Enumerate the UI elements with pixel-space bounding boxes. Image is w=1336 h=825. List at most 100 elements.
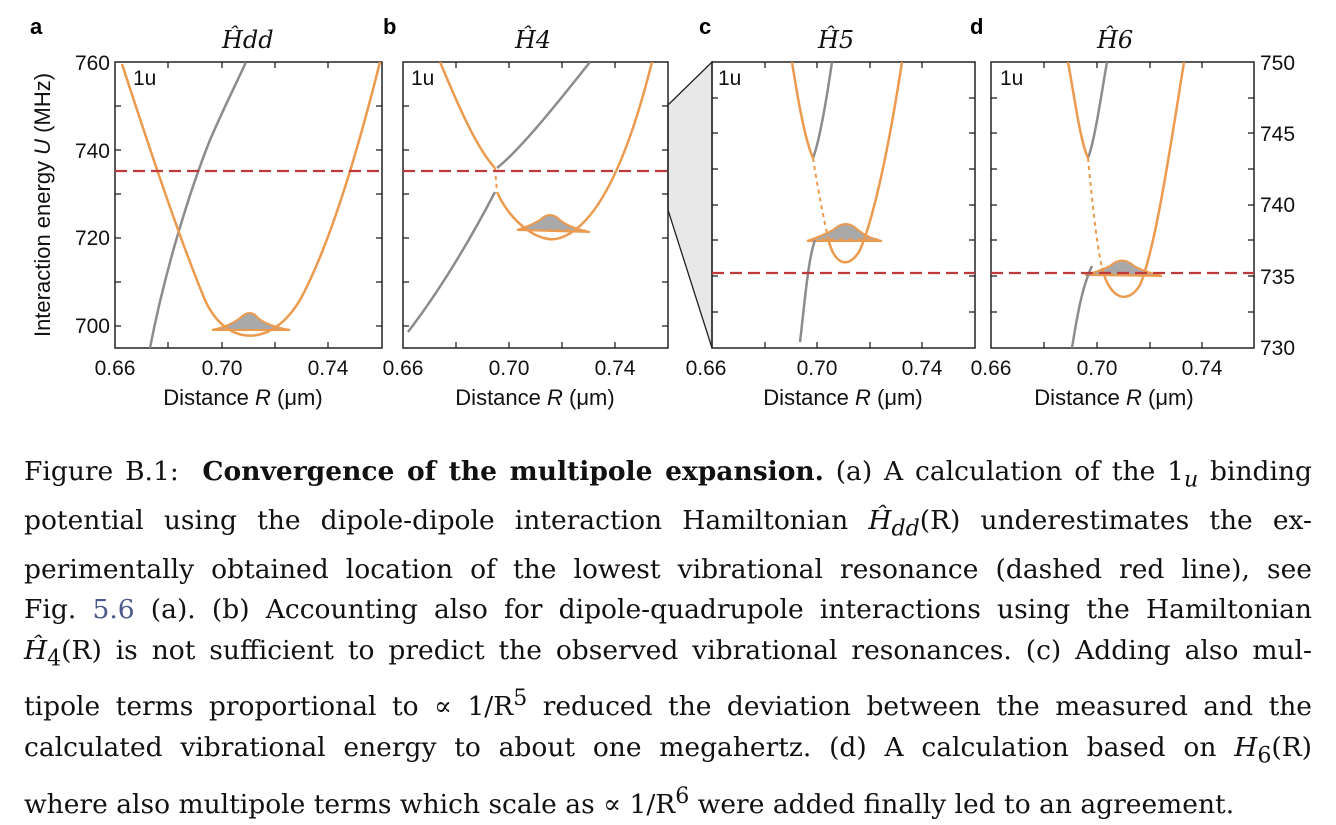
caption-text: (R) [1271,731,1312,763]
caption-line-5: Ĥ4(R) is not sufficient to predict the o… [24,631,1312,680]
caption-text: (a) A calculation of the 1 [835,456,1184,487]
panel-a [114,61,383,349]
x-ticks-d: 0.66 0.70 0.74 [971,357,1223,380]
caption-text: potential using the dipole-dipole intera… [24,504,869,536]
xtick: 0.70 [1077,357,1118,380]
caption-symbol: Ĥ [24,634,48,666]
caption-text: where also multipole terms which scale a… [24,788,676,820]
panel-b [402,61,669,349]
caption-line-1: Figure B.1: Convergence of the multipole… [24,452,1312,501]
curves-b [403,62,668,333]
xtick: 0.66 [383,357,424,380]
xtick: 0.70 [797,357,838,380]
right-axis: 750 745 740 735 730 [1260,52,1295,360]
xtick: 0.74 [308,357,349,380]
caption-line-2: potential using the dipole-dipole intera… [24,501,1312,550]
caption-text: reduced the deviation between the measur… [527,691,1312,723]
panel-title-b: Ĥ4 [514,25,551,54]
panel-letter-d: d [970,14,983,39]
potential-b-right [495,62,654,241]
other-curve-d-lower [1070,265,1094,348]
caption-line-8: where also multipole terms which scale a… [24,777,1312,825]
tick-marks [115,62,1254,348]
other-curve-c-upper [811,62,834,159]
caption-text: tipole terms proportional to ∝ 1/R [24,691,514,723]
caption-subscript: 6 [1257,743,1272,769]
caption-symbol: H [1234,731,1258,763]
left-axis: 760 740 720 700 Interaction energy U (MH… [30,52,110,338]
figure-caption: Figure B.1: Convergence of the multipole… [24,452,1312,825]
caption-symbol: Ĥ [868,504,892,536]
figure-reference-link[interactable]: 5.6 [92,594,135,626]
other-curve-d-upper [1086,62,1109,159]
x-ticks-b: 0.66 0.70 0.74 [383,357,636,380]
other-curve-b-lower [407,191,497,333]
caption-text: calculated vibrational energy to about o… [24,731,1235,763]
panel-letter-b: b [383,14,396,39]
caption-superscript: 5 [513,686,528,712]
potential-c-right [826,62,904,264]
panel-d [990,61,1255,349]
caption-line-6: tipole terms proportional to ∝ 1/R5 redu… [24,679,1312,727]
ytick-740-right: 740 [1260,194,1295,217]
potential-b-left [438,62,496,169]
caption-subscript: dd [891,516,920,542]
caption-text: (R) is not sufficient to predict the obs… [61,634,1312,666]
figure-label: Figure B.1: [24,456,179,487]
zoom-indicator [667,60,713,349]
caption-text: binding [1198,456,1312,487]
other-curve-b-upper [496,62,591,169]
potential-d-left [1066,62,1090,159]
caption-text: Fig. [24,594,93,626]
ytick-760: 760 [75,52,110,75]
state-tag-b: 1u [411,67,434,90]
caption-subscript: u [1183,467,1199,493]
caption-text: were added finally led to an agreement. [689,788,1235,820]
wavefunction-c [806,223,883,242]
potential-d-dashed [1087,157,1103,269]
xtick: 0.74 [595,357,636,380]
ytick-730: 730 [1260,337,1295,360]
panel-letter-a: a [30,14,43,39]
x-ticks-a: 0.66 0.70 0.74 [95,357,349,380]
xtick: 0.66 [95,357,136,380]
xtick: 0.66 [971,357,1012,380]
xtick: 0.74 [902,357,943,380]
xtick: 0.70 [489,357,530,380]
caption-superscript: 6 [675,783,690,809]
caption-subscript: 4 [47,645,62,671]
x-axis-label-d: Distance R (μm) [1034,385,1193,410]
panel-title-a: Ĥdd [221,25,274,54]
ytick-700: 700 [75,315,110,338]
y-axis-label: Interaction energy U (MHz) [30,73,55,337]
caption-line-4: Fig. 5.6 (a). (b) Accounting also for di… [24,590,1312,631]
state-tag-d: 1u [1000,67,1023,90]
potential-d-right [1100,62,1186,298]
ytick-720: 720 [75,227,110,250]
x-axis-label-b: Distance R (μm) [455,385,614,410]
caption-title: Convergence of the multipole expansion. [202,456,824,487]
panel-letter-c: c [699,14,711,39]
panel-title-d: Ĥ6 [1096,25,1133,54]
potential-a [120,62,382,337]
curves-a [115,62,382,348]
caption-line-7: calculated vibrational energy to about o… [24,728,1312,777]
other-curve-a [148,62,248,348]
potential-c-dashed [812,157,829,239]
x-axis-label-c: Distance R (μm) [763,385,922,410]
x-ticks-c: 0.66 0.70 0.74 [686,357,943,380]
other-curve-c-lower [798,239,817,343]
caption-text: (a). (b) Accounting also for dipole-quad… [134,594,1312,626]
wavefunction-a [211,312,291,331]
potential-c-left [790,62,815,159]
ytick-735: 735 [1260,266,1295,289]
figure-panels: a b c d Ĥdd Ĥ4 Ĥ5 Ĥ6 1u 1u 1u 1u 760 740… [30,14,1295,410]
state-tag-c: 1u [718,67,741,90]
panel-title-c: Ĥ5 [817,25,854,54]
ytick-750: 750 [1260,52,1295,75]
caption-text: (R) underestimates the ex- [919,504,1312,536]
caption-line-3: perimentally obtained location of the lo… [24,550,1312,591]
xtick: 0.74 [1182,357,1223,380]
state-tag-a: 1u [133,67,156,90]
curves-c [712,62,975,343]
